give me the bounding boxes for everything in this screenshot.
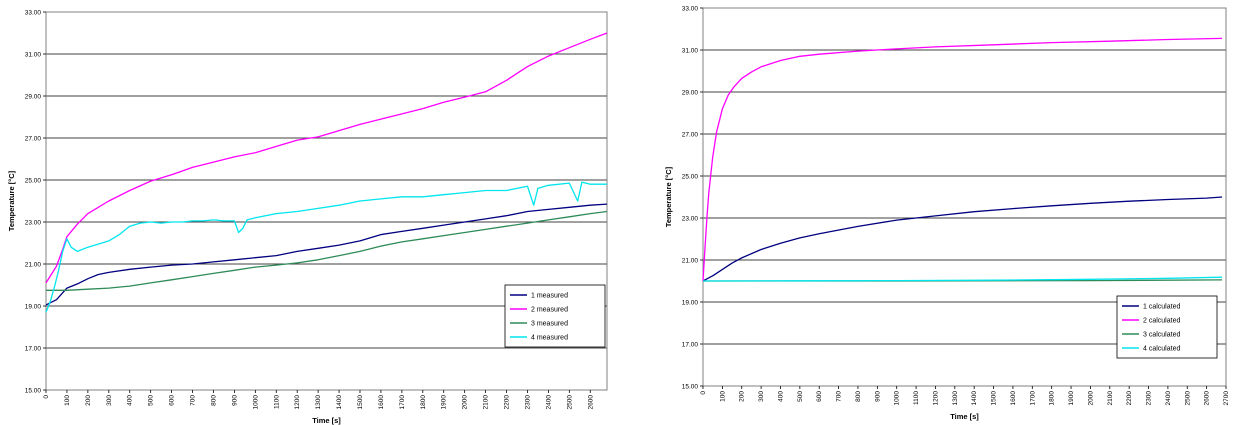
y-tick-label: 19.00 [25,304,42,311]
x-tick-label: 200 [85,395,92,406]
x-axis-label: Time [s] [312,416,341,425]
x-tick-label: 400 [127,395,134,406]
y-tick-label: 15.00 [25,388,42,395]
y-tick-label: 23.00 [682,216,699,223]
y-axis-label: Temperature [°C] [664,166,673,227]
x-tick-label: 0 [43,395,50,399]
x-tick-label: 1100 [913,391,920,405]
x-tick-label: 2100 [1107,391,1114,406]
series-line [702,276,1223,282]
x-tick-label: 1500 [357,395,364,410]
legend-label: 1 calculated [1143,304,1180,311]
x-tick-label: 1200 [294,395,301,410]
x-tick-label: 1600 [378,395,385,410]
chart-calculated: 15.00 17.00 19.00 21.00 23.00 25.00 27.00 29.00… [664,6,1230,422]
legend-label: 3 calculated [1143,332,1180,339]
x-tick-label: 2700 [1223,391,1230,406]
x-tick-label: 1800 [420,395,427,410]
x-tick-label: 1800 [1049,391,1056,406]
y-tick-label: 31.00 [682,48,699,55]
x-tick-label: 800 [210,395,217,406]
legend-label: 1 measured [531,293,568,300]
y-tick-label: 21.00 [25,262,42,269]
x-tick-label: 2200 [1126,391,1133,406]
x-tick-label: 900 [874,391,881,402]
x-tick-label: 700 [836,391,843,402]
x-tick-label: 2300 [524,395,531,410]
x-tick-label: 1400 [336,395,343,410]
y-tick-label: 17.00 [682,342,699,349]
series-line [702,196,1223,282]
x-tick-label: 100 [719,391,726,402]
x-tick-label: 600 [816,391,823,402]
x-tick-label: 800 [855,391,862,402]
series-line [702,37,1223,282]
x-tick-label: 1300 [315,395,322,410]
legend-label: 4 calculated [1143,346,1180,353]
x-tick-label: 1900 [441,395,448,410]
chart-measured: 15.00 17.00 19.00 21.00 23.00 25.00 27.00 29.00… [7,10,608,425]
x-tick-label: 500 [148,395,155,406]
x-tick-label: 100 [64,395,71,406]
x-tick-label: 2400 [545,395,552,410]
x-tick-label: 1100 [273,395,280,409]
x-tick-label: 0 [700,391,707,395]
y-tick-label: 15.00 [682,384,699,391]
y-tick-label: 29.00 [682,90,699,97]
x-tick-label: 1300 [952,391,959,406]
series-line [45,181,607,313]
x-tick-label: 700 [190,395,197,406]
x-tick-label: 2300 [1146,391,1153,406]
x-tick-label: 900 [231,395,238,406]
x-tick-label: 1600 [1010,391,1017,406]
y-tick-label: 21.00 [682,258,699,265]
x-tick-label: 600 [169,395,176,406]
y-tick-label: 29.00 [25,94,42,101]
y-tick-label: 23.00 [25,220,42,227]
y-tick-label: 17.00 [25,346,42,353]
x-tick-label: 1500 [991,391,998,406]
x-tick-label: 2000 [462,395,469,410]
x-tick-label: 1700 [399,395,406,410]
x-tick-label: 2200 [504,395,511,410]
x-tick-label: 1000 [894,391,901,406]
x-tick-label: 2000 [1087,391,1094,406]
x-tick-label: 2500 [1184,391,1191,406]
series-line [45,32,608,284]
x-tick-label: 400 [777,391,784,402]
y-tick-label: 33.00 [682,6,699,13]
legend-label: 4 measured [531,335,568,342]
y-tick-label: 27.00 [682,132,699,139]
x-tick-label: 500 [797,391,804,402]
plot-area [45,11,608,391]
y-axis-label: Temperature [°C] [7,170,16,231]
x-tick-label: 1400 [971,391,978,406]
x-tick-label: 2600 [1204,391,1211,406]
x-tick-label: 300 [758,391,765,402]
x-tick-label: 300 [106,395,113,406]
y-tick-label: 25.00 [682,174,699,181]
plot-area [702,7,1227,387]
x-tick-label: 1000 [252,395,259,410]
legend-label: 2 measured [531,307,568,314]
x-tick-label: 1900 [1068,391,1075,406]
y-tick-label: 33.00 [25,10,42,17]
x-tick-label: 1200 [932,391,939,406]
x-tick-label: 2600 [587,395,594,410]
series-line [46,210,608,291]
y-tick-label: 19.00 [682,300,699,307]
x-tick-label: 1700 [1029,391,1036,406]
x-tick-label: 2500 [566,395,573,410]
legend-label: 3 measured [531,321,568,328]
x-tick-label: 2100 [483,395,490,410]
legend-label: 2 calculated [1143,318,1180,325]
series-line [45,203,608,306]
x-tick-label: 2400 [1165,391,1172,406]
x-axis-label: Time [s] [950,412,979,421]
y-tick-label: 27.00 [25,136,42,143]
x-tick-label: 200 [739,391,746,402]
y-tick-label: 25.00 [25,178,42,185]
y-tick-label: 31.00 [25,52,42,59]
